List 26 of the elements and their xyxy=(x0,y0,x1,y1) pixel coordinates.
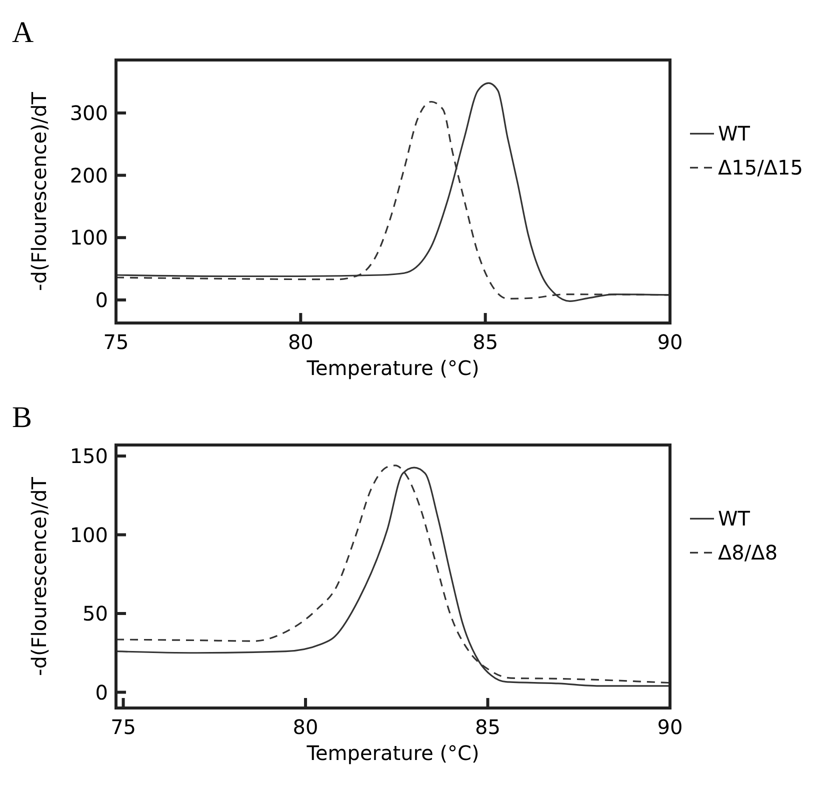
x-tick-label: 90 xyxy=(657,715,683,739)
x-axis-title: Temperature (°C) xyxy=(306,741,480,765)
legend-label: Δ15/Δ15 xyxy=(718,156,803,180)
legend-label: Δ8/Δ8 xyxy=(718,540,778,565)
x-tick-label: 85 xyxy=(472,330,498,354)
y-tick-label: 200 xyxy=(70,163,108,188)
y-axis-title: -d(Flourescence)/dT xyxy=(27,91,51,291)
x-tick-label: 75 xyxy=(110,715,136,739)
chart-title: B xyxy=(12,401,32,434)
x-axis-title: Temperature (°C) xyxy=(306,356,480,380)
y-tick-label: 0 xyxy=(95,680,108,704)
x-tick-label: 75 xyxy=(103,330,129,354)
y-tick-label: 50 xyxy=(82,602,108,626)
x-tick-label: 80 xyxy=(292,715,318,739)
chart-title: A xyxy=(12,16,34,49)
y-tick-label: 300 xyxy=(70,100,108,125)
y-axis-title: -d(Flourescence)/dT xyxy=(27,476,51,676)
x-tick-label: 85 xyxy=(475,715,500,739)
y-tick-label: 150 xyxy=(70,444,108,468)
y-tick-label: 100 xyxy=(70,522,108,547)
x-tick-label: 80 xyxy=(288,330,314,354)
x-tick-label: 90 xyxy=(657,330,683,354)
y-tick-label: 0 xyxy=(95,288,108,312)
y-tick-label: 100 xyxy=(70,226,108,250)
legend-label: WT xyxy=(718,506,751,531)
legend-label: WT xyxy=(718,122,751,146)
